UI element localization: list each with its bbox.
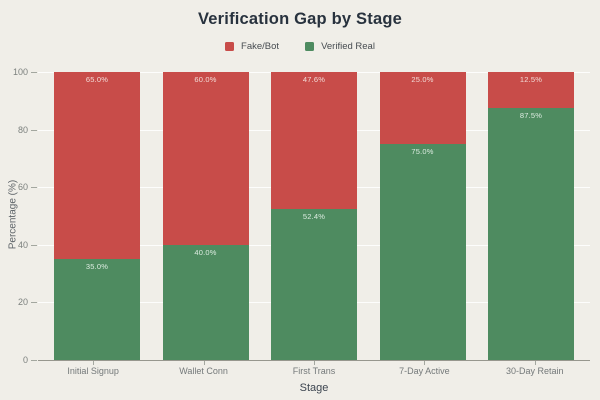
segment-value-label: 65.0%: [85, 75, 109, 85]
y-tick-label-60: 60: [17, 182, 28, 193]
x-tick-label-7-day-active: 7-Day Active: [399, 366, 450, 376]
fake-bot-swatch-icon: [225, 42, 235, 51]
segment-value-label: 47.6%: [302, 75, 326, 85]
x-tick-mark-3: [314, 361, 315, 365]
plot-area: 65.0% 35.0% 60.0% 40.0% 47.6% 52.4% 25.0% 75.0%…: [38, 72, 590, 361]
x-tick-label-first-trans: First Trans: [292, 366, 336, 376]
segment-value-label: 12.5%: [519, 75, 543, 84]
y-tick-mark-80: [31, 129, 37, 131]
fake-bot-segment: 25.0%: [379, 72, 466, 144]
x-axis-title: Stage: [299, 382, 329, 394]
y-tick-label-0: 0: [22, 355, 28, 365]
fake-bot-segment: 12.5%: [488, 72, 574, 108]
verified-real-segment: 40.0%: [162, 244, 249, 360]
y-tick-label-100: 100: [12, 67, 28, 77]
verified-real-segment: 35.0%: [54, 259, 140, 360]
stacked-bar-initial-signup: 65.0% 35.0%: [54, 72, 140, 360]
chart-title: Verification Gap by Stage: [198, 10, 402, 28]
y-tick-label-20: 20: [17, 297, 28, 308]
fake-bot-segment: 65.0%: [54, 72, 140, 260]
segment-value-label: 35.0%: [85, 262, 109, 272]
segment-value-label: 60.0%: [194, 75, 217, 85]
x-tick-label-initial-signup: Initial Signup: [67, 366, 119, 376]
x-tick-label-30-day-retain: 30-Day Retain: [506, 366, 564, 376]
segment-value-label: 75.0%: [411, 147, 434, 156]
fake-bot-segment: 47.6%: [271, 72, 357, 210]
y-tick-label-40: 40: [17, 239, 28, 250]
segment-value-label: 87.5%: [519, 111, 543, 120]
verified-real-segment: 52.4%: [271, 209, 357, 360]
y-tick-mark-60: [31, 187, 37, 189]
legend-item-verified-real: Verified Real: [305, 41, 375, 52]
stacked-bar-30-day-retain: 12.5% 87.5%: [488, 72, 574, 360]
stacked-bar-7-day-active: 25.0% 75.0%: [379, 72, 466, 360]
y-tick-mark-40: [31, 244, 37, 246]
bars-container: 65.0% 35.0% 60.0% 40.0% 47.6% 52.4% 25.0% 75.0%…: [38, 72, 590, 360]
verified-real-segment: 75.0%: [379, 144, 466, 360]
verified-real-swatch-icon: [305, 42, 315, 51]
y-tick-mark-20: [31, 302, 37, 304]
verified-real-segment: 87.5%: [488, 108, 574, 360]
segment-value-label: 40.0%: [194, 247, 217, 257]
x-tick-mark-5: [534, 361, 536, 365]
y-tick-mark-0: [31, 360, 37, 361]
x-tick-mark-1: [93, 361, 95, 365]
x-tick-mark-2: [203, 361, 205, 365]
fake-bot-segment: 60.0%: [162, 72, 249, 245]
stacked-bar-wallet-conn: 60.0% 40.0%: [162, 72, 249, 360]
legend-label-fake-bot: Fake/Bot: [241, 41, 280, 52]
y-tick-label-80: 80: [17, 124, 28, 135]
stacked-bar-first-trans: 47.6% 52.4%: [271, 72, 357, 360]
y-axis-title: Percentage (%): [7, 179, 19, 250]
segment-value-label: 52.4%: [302, 212, 326, 222]
legend: Fake/Bot Verified Real: [0, 41, 600, 52]
segment-value-label: 25.0%: [411, 75, 434, 84]
x-tick-label-wallet-conn: Wallet Conn: [179, 366, 228, 376]
x-tick-mark-4: [424, 361, 426, 365]
legend-label-verified-real: Verified Real: [321, 41, 375, 52]
legend-item-fake-bot: Fake/Bot: [225, 41, 279, 52]
y-tick-mark-100: [31, 72, 37, 73]
